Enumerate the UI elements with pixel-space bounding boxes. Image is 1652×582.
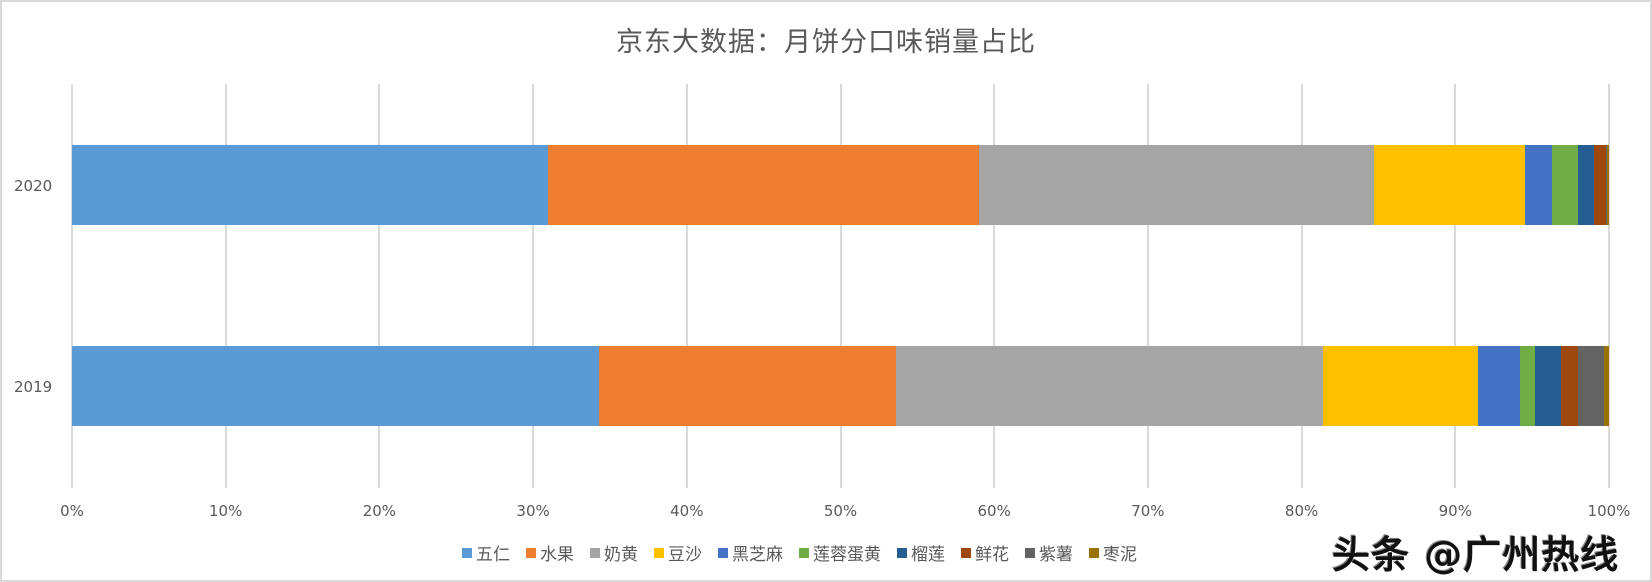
bar-segment[interactable] xyxy=(1374,145,1525,225)
x-tick-label: 40% xyxy=(670,502,704,520)
legend-swatch-icon xyxy=(590,547,600,558)
plot-area xyxy=(71,84,1610,488)
legend-label: 五仁 xyxy=(476,545,510,565)
legend-swatch-icon xyxy=(526,547,536,558)
bar-segment[interactable] xyxy=(1524,145,1553,225)
x-tick-label: 90% xyxy=(1438,502,1472,520)
bar-segment[interactable] xyxy=(1478,346,1520,426)
legend-swatch-icon xyxy=(961,547,971,558)
legend-swatch-icon xyxy=(462,547,472,558)
gridline xyxy=(685,84,688,488)
bar-segment[interactable] xyxy=(979,145,1375,225)
legend-item[interactable]: 黑芝麻 xyxy=(718,540,783,565)
legend-label: 鲜花 xyxy=(975,545,1009,565)
gridline xyxy=(993,84,996,488)
legend-label: 豆沙 xyxy=(668,545,702,565)
y-label-2020: 2020 xyxy=(14,177,53,195)
legend-swatch-icon xyxy=(654,547,664,558)
legend-item[interactable]: 豆沙 xyxy=(654,540,702,565)
bar-segment[interactable] xyxy=(72,145,548,225)
legend-item[interactable]: 莲蓉蛋黄 xyxy=(799,540,881,565)
legend-label: 黑芝麻 xyxy=(732,545,783,565)
gridline xyxy=(378,84,381,488)
bar-segment[interactable] xyxy=(1607,145,1609,225)
x-tick-label: 80% xyxy=(1284,502,1319,520)
legend-swatch-icon xyxy=(1089,547,1099,558)
legend-label: 榴莲 xyxy=(911,545,945,565)
legend-swatch-icon xyxy=(718,547,728,558)
chart-title: 京东大数据：月饼分口味销量占比 xyxy=(616,27,1036,58)
x-tick-label: 70% xyxy=(1131,502,1165,520)
legend-label: 水果 xyxy=(540,545,574,565)
gridline xyxy=(532,84,535,488)
x-tick-label: 60% xyxy=(977,502,1011,520)
bar-2019 xyxy=(72,346,1609,426)
legend: 五仁 水果 奶黄 豆沙 黑芝麻 莲蓉蛋黄 榴莲 鲜花 紫薯 枣泥 xyxy=(462,540,1137,565)
x-tick-label: 30% xyxy=(516,502,550,520)
bar-segment[interactable] xyxy=(72,346,600,426)
legend-label: 奶黄 xyxy=(604,545,638,565)
bar-segment[interactable] xyxy=(1578,145,1594,225)
legend-item[interactable]: 枣泥 xyxy=(1089,540,1137,565)
gridline xyxy=(839,84,842,488)
legend-item[interactable]: 奶黄 xyxy=(590,540,638,565)
legend-swatch-icon xyxy=(897,547,907,558)
legend-item[interactable]: 鲜花 xyxy=(961,540,1009,565)
bar-segment[interactable] xyxy=(1561,346,1579,426)
x-tick-label: 50% xyxy=(823,502,858,520)
legend-item[interactable]: 五仁 xyxy=(462,540,510,565)
x-tick-label: 20% xyxy=(362,502,397,520)
y-label-2019: 2019 xyxy=(14,378,53,396)
legend-item[interactable]: 榴莲 xyxy=(897,540,945,565)
legend-item[interactable]: 水果 xyxy=(526,540,574,565)
bar-segment[interactable] xyxy=(895,346,1324,426)
gridline xyxy=(1146,84,1149,488)
bar-segment[interactable] xyxy=(1604,346,1609,426)
bar-segment[interactable] xyxy=(1323,346,1479,426)
bar-segment[interactable] xyxy=(1578,346,1605,426)
x-tick-label: 100% xyxy=(1587,502,1631,520)
watermark: 头条 @广州热线 xyxy=(1332,533,1620,577)
legend-label: 紫薯 xyxy=(1039,545,1073,565)
bar-segment[interactable] xyxy=(1552,145,1579,225)
gridline xyxy=(1300,84,1303,488)
x-tick-label: 10% xyxy=(209,502,243,520)
gridline xyxy=(71,84,73,488)
bar-segment[interactable] xyxy=(1535,346,1562,426)
gridline xyxy=(224,84,227,488)
legend-item[interactable]: 紫薯 xyxy=(1025,540,1073,565)
bar-segment[interactable] xyxy=(547,145,980,225)
legend-label: 莲蓉蛋黄 xyxy=(813,545,881,565)
bar-segment[interactable] xyxy=(599,346,896,426)
legend-swatch-icon xyxy=(1025,547,1035,558)
bar-2020 xyxy=(72,145,1609,225)
legend-label: 枣泥 xyxy=(1103,545,1137,565)
gridline xyxy=(1454,84,1457,488)
x-tick-label: 0% xyxy=(60,502,84,520)
gridline xyxy=(1608,84,1610,488)
bar-segment[interactable] xyxy=(1593,145,1606,225)
legend-swatch-icon xyxy=(799,547,809,558)
bar-segment[interactable] xyxy=(1519,346,1536,426)
bar-segment[interactable] xyxy=(1605,145,1608,225)
